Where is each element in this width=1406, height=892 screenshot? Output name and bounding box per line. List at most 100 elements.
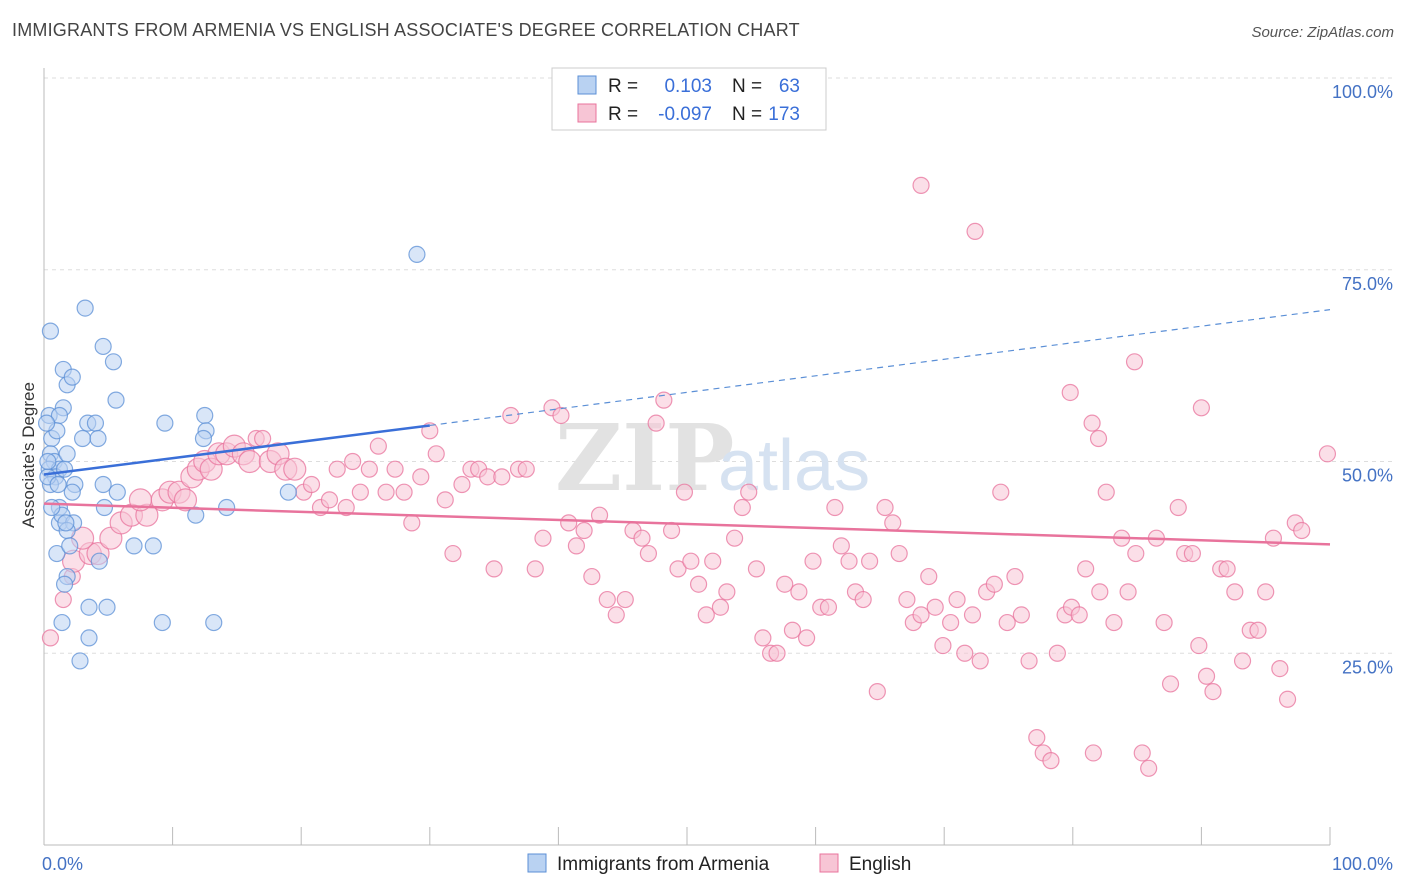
armenia-point-62 [39,452,57,471]
armenia-point-0 [41,322,60,340]
english-point-73 [639,544,658,563]
english-point-166 [912,176,930,194]
bottom-legend-swatch-armenia [527,853,547,873]
english-point-112 [920,567,938,586]
english-point-138 [1105,613,1123,632]
english-point-72 [633,529,651,547]
english-point-55 [493,468,511,486]
english-point-58 [517,460,535,478]
armenia-point-61 [61,537,79,555]
armenia-point-52 [187,506,205,524]
y-tick-label-1: 75.0% [1342,274,1393,294]
english-point-149 [1183,544,1201,563]
english-point-172 [1192,399,1211,417]
english-point-127 [1028,729,1046,747]
english-point-26 [254,429,272,448]
english-point-44 [403,514,421,532]
english-point-42 [386,460,404,478]
english-point-48 [436,491,454,509]
english-point-75 [655,391,673,409]
armenia-point-60 [57,514,75,532]
english-point-39 [360,460,378,478]
english-point-41 [377,483,395,501]
english-point-135 [1084,744,1102,762]
english-point-171 [1125,353,1144,371]
english-point-0 [41,629,60,647]
armenia-point-53 [218,498,236,517]
english-point-103 [854,590,872,609]
english-point-60 [534,529,552,547]
english-point-80 [689,575,708,593]
english-point-68 [598,590,616,609]
armenia-point-49 [156,414,174,432]
bottom-legend-swatch-english [819,853,839,873]
english-point-85 [725,529,744,547]
english-point-137 [1097,483,1115,501]
english-point-108 [890,544,908,563]
english-point-121 [985,575,1003,593]
english-point-134 [1077,560,1095,578]
english-point-113 [926,598,944,616]
english-point-50 [453,475,471,494]
x-tick-label-1: 100.0% [1332,854,1393,874]
english-point-104 [861,552,879,570]
english-point-88 [747,560,766,578]
armenia-point-21 [104,353,123,371]
english-point-36 [337,498,355,517]
legend-r-value-1: 0.103 [664,76,712,97]
english-trend-line [43,502,1331,546]
armenia-point-14 [55,460,74,478]
english-point-30 [283,457,307,481]
english-point-94 [790,583,808,601]
english-point-65 [575,521,593,540]
english-point-32 [302,475,321,494]
english-point-38 [351,483,369,501]
english-point-78 [675,483,694,501]
legend-n-label-1: N = [732,76,762,97]
english-point-105 [868,682,886,701]
bottom-legend: Immigrants from Armenia English [527,853,911,875]
english-point-151 [1197,667,1216,685]
english-point-169 [1083,414,1101,432]
legend-n-value-1: 63 [779,76,800,97]
english-point-117 [956,644,974,662]
english-point-150 [1190,636,1208,655]
armenia-point-28 [108,483,126,501]
english-point-67 [590,506,609,524]
english-point-115 [942,613,960,632]
english-point-77 [669,560,687,578]
english-point-129 [1042,752,1060,770]
english-point-1 [54,590,72,609]
armenia-trend-line [43,424,430,476]
english-point-45 [412,468,430,486]
legend-r-value-2: -0.097 [658,104,712,125]
english-point-142 [1133,744,1151,762]
armenia-point-36 [125,537,143,555]
english-point-159 [1257,583,1275,601]
english-point-167 [966,222,984,240]
y-tick-label-0: 100.0% [1332,82,1393,102]
english-point-133 [1070,606,1088,624]
armenia-point-41 [80,598,98,616]
trend-lines [43,309,1331,546]
english-point-87 [740,483,758,501]
english-point-170 [1089,429,1108,448]
armenia-point-18 [63,483,81,501]
armenia-point-57 [49,475,67,494]
bottom-legend-label-english: English [849,854,911,875]
english-point-114 [934,636,952,655]
english-point-146 [1161,675,1180,693]
x-tick-label-0: 0.0% [42,854,83,874]
english-point-96 [804,552,822,570]
armenia-point-54 [279,483,297,501]
y-tick-label-3: 25.0% [1342,657,1393,677]
english-point-116 [948,590,966,609]
armenia-point-26 [89,429,107,448]
english-point-119 [971,652,989,670]
english-point-24 [238,449,262,474]
english-point-158 [1249,621,1267,639]
armenia-point-19 [76,299,94,317]
english-point-35 [328,460,346,478]
english-point-54 [485,560,503,578]
